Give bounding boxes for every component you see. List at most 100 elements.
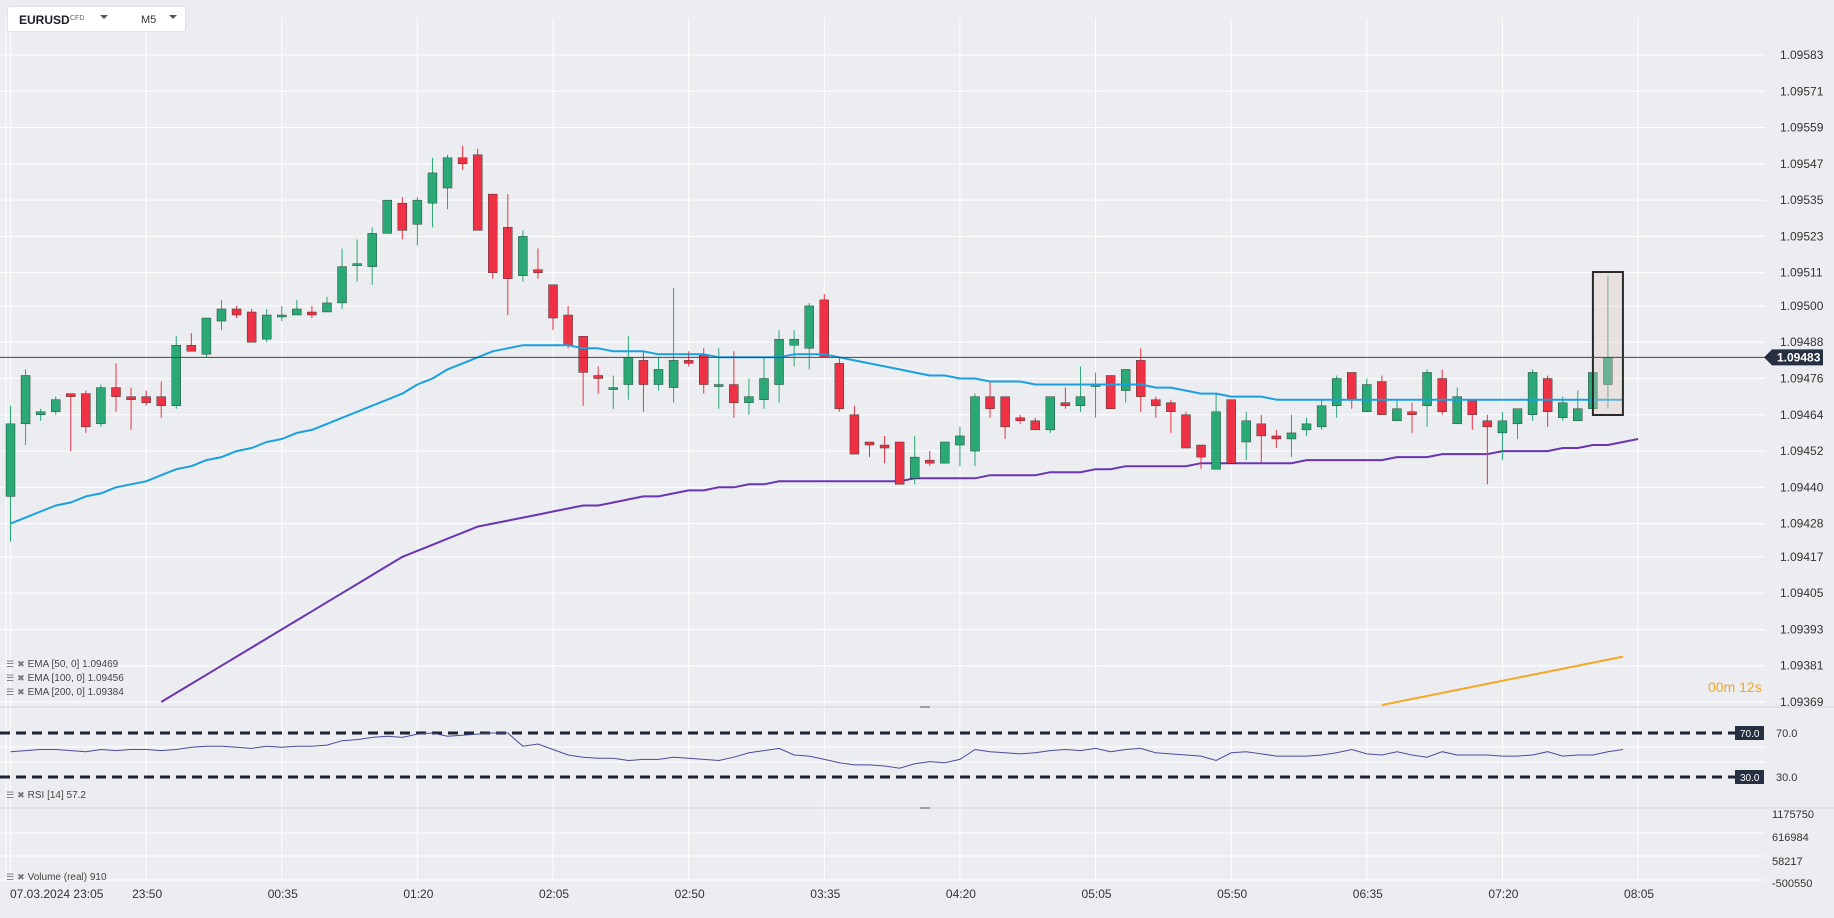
price-tick-label: 1.09405 [1780, 586, 1824, 600]
symbol-dropdown-icon[interactable] [100, 15, 108, 19]
candle-bullish [1331, 375, 1342, 418]
candle-body [1286, 432, 1297, 440]
candle-bullish [216, 299, 227, 331]
candle-bearish [397, 197, 408, 240]
candle-body [1015, 417, 1025, 422]
rsi-level-tag-text: 70.0 [1740, 729, 1760, 740]
candle-body [638, 360, 649, 385]
candle-bearish [81, 390, 91, 433]
candle-bullish [789, 330, 799, 367]
symbol-selector[interactable]: EURUSD CFD M5 [8, 7, 185, 31]
current-price-tag: 1.09483 [1764, 349, 1823, 366]
close-icon[interactable]: ✖ [17, 687, 25, 697]
candle-body [141, 396, 151, 403]
candle-body [412, 199, 423, 225]
settings-icon[interactable]: ☰ [6, 790, 15, 800]
candle-body [261, 314, 272, 340]
close-icon[interactable]: ✖ [17, 673, 25, 683]
candle-bearish [834, 357, 845, 412]
candle-body [1542, 378, 1553, 412]
legend-ema200-text: EMA [200, 0] 1.09384 [27, 687, 124, 698]
candle-body [1136, 360, 1146, 397]
candle-body [683, 360, 694, 364]
price-tick-label: 1.09535 [1780, 193, 1824, 207]
candle-bullish [608, 375, 618, 409]
settings-icon[interactable]: ☰ [6, 872, 15, 882]
candle-body [1482, 420, 1493, 428]
rsi-axis-label: 70.0 [1776, 728, 1797, 740]
candle-body [1362, 384, 1372, 412]
candle-bullish [1045, 396, 1056, 433]
timeframe-dropdown-icon[interactable] [169, 15, 177, 19]
candle-bearish [1060, 387, 1071, 409]
candle-body [35, 411, 46, 415]
candle-body [1573, 408, 1583, 422]
volume-axis-label: 58217 [1772, 856, 1803, 868]
candle-bullish [337, 248, 347, 309]
price-tick-label: 1.09511 [1780, 266, 1823, 280]
price-tick-label: 1.09523 [1780, 229, 1824, 243]
candle-body [457, 157, 468, 165]
candle-bearish [1166, 399, 1176, 433]
candle-body [1452, 396, 1462, 425]
price-tick-label: 1.09571 [1780, 84, 1824, 98]
settings-icon[interactable]: ☰ [6, 659, 15, 669]
candle-bullish [653, 357, 664, 391]
close-icon[interactable]: ✖ [17, 659, 25, 669]
candle-bullish [744, 378, 754, 415]
candle-bullish [292, 299, 302, 316]
candle-body [789, 338, 799, 346]
candle-body [699, 354, 709, 385]
close-icon[interactable]: ✖ [17, 872, 25, 882]
candle-body [216, 308, 227, 322]
candle-bullish [20, 369, 31, 446]
candle-bullish [1075, 366, 1086, 412]
price-tick-label: 1.09452 [1780, 444, 1824, 458]
candle-body [171, 345, 181, 406]
candle-body [1060, 402, 1071, 406]
candle-bullish [277, 305, 287, 322]
current-price-value: 1.09483 [1777, 350, 1821, 364]
candle-bearish [1482, 414, 1493, 485]
candle-bullish [1120, 369, 1131, 403]
symbol-type: CFD [70, 15, 85, 22]
candle-bearish [156, 381, 166, 418]
time-tick-label: 05:50 [1217, 887, 1247, 901]
candle-body [879, 444, 890, 449]
candle-bearish [1015, 414, 1025, 424]
legend-volume: ☰ ✖ Volume (real) 910 [6, 870, 107, 885]
candle-body [1166, 402, 1176, 412]
candle-bullish [1301, 417, 1312, 436]
candle-bullish [367, 227, 377, 285]
settings-icon[interactable]: ☰ [6, 673, 15, 683]
candle-bearish [1542, 375, 1553, 427]
candle-bearish [66, 393, 76, 452]
rsi-line [10, 732, 1624, 769]
settings-icon[interactable]: ☰ [6, 687, 15, 697]
rsi-level-tag: 30.0 30.0 [1735, 770, 1797, 784]
candle-bearish [563, 305, 573, 349]
candle-bullish [955, 426, 965, 467]
chart-grid [0, 18, 1765, 881]
time-tick-label: 06:35 [1353, 887, 1383, 901]
candle-bearish [1196, 444, 1206, 470]
close-icon[interactable]: ✖ [17, 790, 25, 800]
candle-bullish [668, 287, 679, 403]
candle-bearish [141, 390, 151, 406]
candle-body [774, 338, 784, 385]
candle-bullish [427, 157, 438, 228]
candle-body [20, 375, 31, 425]
candle-bearish [111, 363, 121, 412]
candle-bearish [1467, 399, 1477, 430]
candlestick-series [5, 145, 1613, 542]
candle-bullish [96, 384, 106, 427]
candle-bearish [1271, 429, 1282, 449]
timeframe-label[interactable]: M5 [141, 14, 157, 26]
price-tick-label: 1.09440 [1780, 480, 1824, 494]
candle-body [488, 193, 498, 273]
pane-resize-handle [920, 706, 930, 708]
candle-body [367, 233, 377, 267]
candle-body [1120, 369, 1131, 391]
ema50-line-layer [10, 344, 1623, 525]
